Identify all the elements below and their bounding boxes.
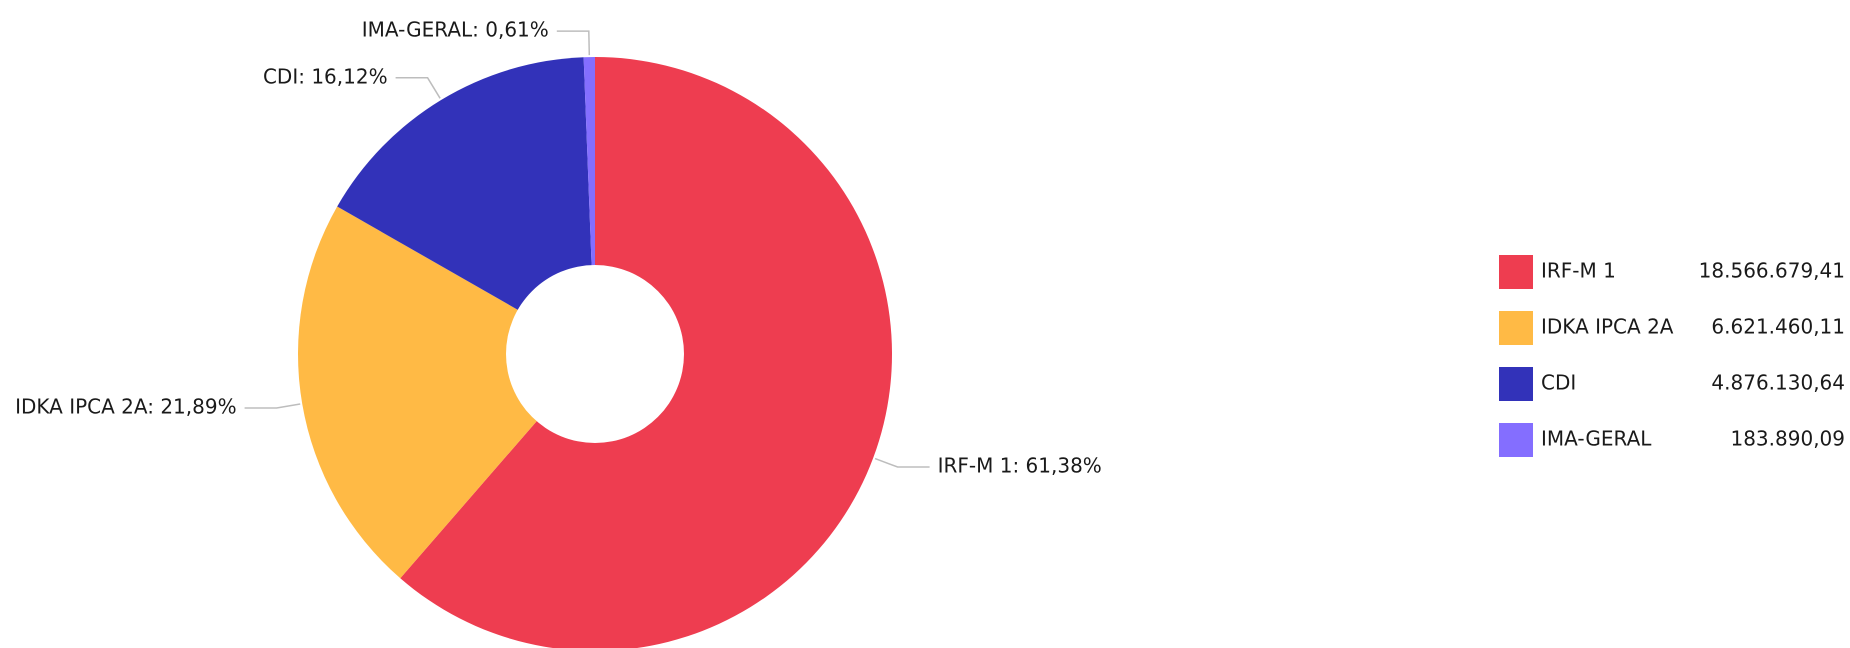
- legend-label: CDI: [1541, 371, 1576, 395]
- legend-swatch: [1499, 423, 1533, 457]
- legend-value: 4.876.130,64: [1711, 371, 1845, 395]
- legend-item-ima-geral: IMA-GERAL 183.890,09: [1499, 423, 1845, 457]
- donut-hole: [506, 265, 684, 443]
- legend-swatch: [1499, 311, 1533, 345]
- chart-legend: IRF-M 1 18.566.679,41 IDKA IPCA 2A 6.621.46…: [1499, 255, 1845, 457]
- legend-swatch: [1499, 367, 1533, 401]
- slice-labels: IRF-M 1: 61,38% IDKA IPCA 2A: 21,89% CDI: …: [15, 18, 1102, 478]
- slice-cdi: [337, 57, 595, 354]
- legend-label: IRF-M 1: [1541, 259, 1616, 283]
- leader-line-ima-geral: [556, 30, 591, 56]
- slice-label-irf-m-1: IRF-M 1: 61,38%: [938, 454, 1102, 478]
- slice-label-idka-ipca-2a: IDKA IPCA 2A: 21,89%: [15, 395, 236, 419]
- leader-line-cdi: [395, 77, 441, 99]
- slice-label-cdi: CDI: 16,12%: [263, 64, 388, 88]
- legend-value: 6.621.460,11: [1711, 315, 1845, 339]
- legend-value: 183.890,09: [1730, 427, 1845, 451]
- leader-line-idka-ipca-2a: [244, 403, 301, 409]
- leader-line-irf-m-1: [874, 457, 930, 468]
- legend-swatch: [1499, 255, 1533, 289]
- legend-item-irf-m-1: IRF-M 1 18.566.679,41: [1499, 255, 1845, 289]
- legend-value: 18.566.679,41: [1699, 259, 1845, 283]
- legend-item-cdi: CDI 4.876.130,64: [1499, 367, 1845, 401]
- legend-label: IMA-GERAL: [1541, 427, 1652, 451]
- legend-label: IDKA IPCA 2A: [1541, 315, 1674, 339]
- slice-label-ima-geral: IMA-GERAL: 0,61%: [362, 18, 549, 42]
- slice-idka-ipca-2a: [297, 206, 595, 579]
- legend-item-idka-ipca-2a: IDKA IPCA 2A 6.621.460,11: [1499, 311, 1845, 345]
- label-leader-lines: [244, 30, 930, 468]
